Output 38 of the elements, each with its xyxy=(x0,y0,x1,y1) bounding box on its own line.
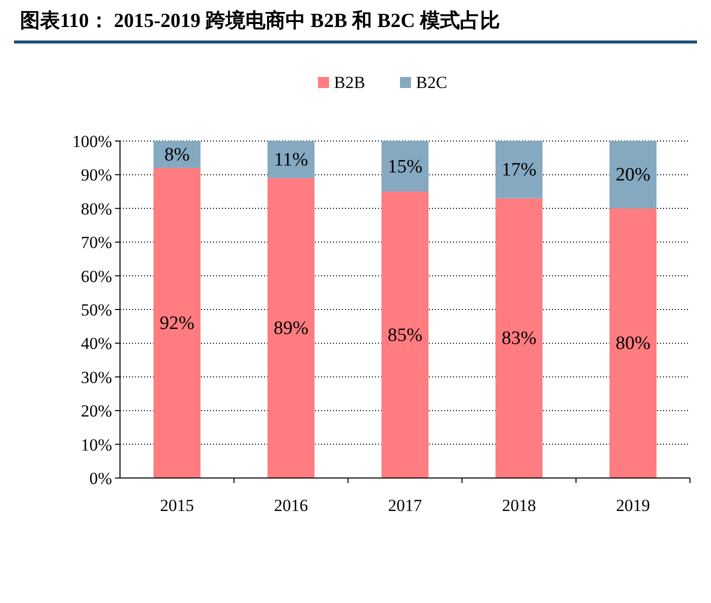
y-tick-label: 50% xyxy=(80,300,112,320)
data-label: 15% xyxy=(388,156,423,178)
bar xyxy=(382,141,428,192)
y-tick-label: 10% xyxy=(80,435,112,454)
data-label: 89% xyxy=(274,318,309,340)
data-label: 11% xyxy=(274,150,308,171)
data-label: 80% xyxy=(616,333,651,354)
y-tick-label: 20% xyxy=(80,402,112,421)
x-tick-label: 2016 xyxy=(274,496,308,515)
data-label: 20% xyxy=(616,164,651,186)
bar xyxy=(496,141,542,198)
bar xyxy=(268,141,314,178)
y-tick-label: 80% xyxy=(80,199,112,218)
data-label: 85% xyxy=(388,324,423,346)
x-tick-label: 2015 xyxy=(160,496,194,515)
bar xyxy=(268,178,314,478)
y-tick-label: 90% xyxy=(80,166,112,185)
data-label: 83% xyxy=(502,328,537,350)
y-tick-label: 0% xyxy=(89,469,112,488)
bar xyxy=(610,141,656,208)
bar xyxy=(382,192,428,478)
data-label: 8% xyxy=(164,144,190,166)
data-label: 92% xyxy=(160,312,195,334)
x-tick-label: 2017 xyxy=(388,496,422,515)
y-tick-label: 60% xyxy=(80,266,112,286)
bar xyxy=(610,208,656,478)
x-tick-label: 2018 xyxy=(502,496,536,515)
bar xyxy=(154,168,200,478)
legend-label: B2C xyxy=(416,73,448,92)
y-tick-label: 30% xyxy=(80,368,112,387)
title: 图表110： 2015-2019 跨境电商中 B2B 和 B2C 模式占比 xyxy=(20,10,500,32)
y-tick-label: 70% xyxy=(80,233,112,252)
bar xyxy=(496,198,542,478)
y-tick-label: 100% xyxy=(72,132,112,151)
y-tick-label: 40% xyxy=(80,334,112,354)
legend-label: B2B xyxy=(334,73,366,92)
x-tick-label: 2019 xyxy=(616,496,650,515)
data-label: 17% xyxy=(502,160,537,181)
